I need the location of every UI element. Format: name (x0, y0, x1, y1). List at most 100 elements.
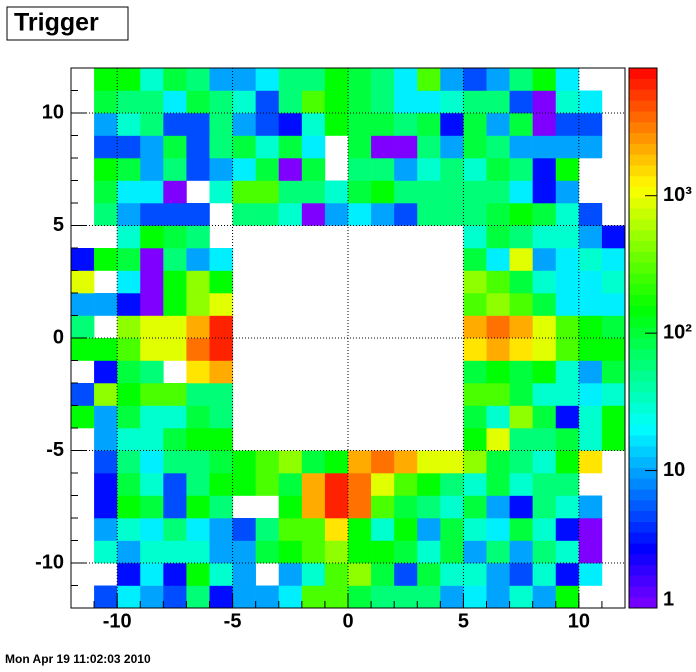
heatmap-cell (578, 248, 603, 271)
heatmap-cell (186, 450, 210, 474)
heatmap-cell (324, 563, 349, 586)
heatmap-cell (509, 473, 533, 496)
heatmap-cell (140, 495, 164, 519)
heatmap-cell (394, 518, 418, 541)
palette-band (629, 467, 657, 479)
heatmap-cell (486, 563, 510, 586)
heatmap-cell (578, 563, 603, 586)
heatmap-cell (440, 540, 464, 564)
heatmap-cell (324, 585, 349, 609)
heatmap-cell (324, 113, 349, 136)
palette-band (629, 284, 657, 296)
palette-band (629, 456, 657, 468)
heatmap-cell (532, 405, 557, 429)
heatmap-cell (601, 405, 626, 429)
heatmap-cell (94, 495, 118, 519)
heatmap-cell (94, 473, 118, 496)
heatmap-cell (486, 180, 510, 204)
heatmap-cell (186, 68, 210, 91)
palette-band (629, 89, 657, 101)
heatmap-cell (140, 203, 164, 226)
heatmap-cell (232, 68, 256, 91)
palette-band (629, 392, 657, 404)
heatmap-cell (394, 495, 418, 519)
heatmap-cell (463, 585, 487, 609)
heatmap-cell (555, 495, 580, 519)
heatmap-cell (486, 338, 510, 361)
heatmap-cell (94, 383, 118, 406)
heatmap-cell (186, 135, 210, 159)
heatmap-cell (117, 540, 141, 564)
heatmap-cell (94, 405, 118, 429)
heatmap-cell (94, 158, 118, 181)
heatmap-cell (278, 518, 303, 541)
heatmap-cell (209, 338, 233, 361)
heatmap-cell (163, 203, 187, 226)
palette-band (629, 543, 657, 555)
heatmap-cell (394, 473, 418, 496)
heatmap-cell (486, 158, 510, 181)
heatmap-cell (394, 450, 418, 474)
heatmap-cell (417, 585, 441, 609)
heatmap-cell (578, 450, 603, 474)
heatmap-cell (71, 405, 95, 429)
heatmap-cell (555, 90, 580, 114)
palette-band (629, 219, 657, 231)
heatmap-cell (324, 540, 349, 564)
heatmap-cell (117, 563, 141, 586)
heatmap-cell (232, 473, 256, 496)
heatmap-cell (463, 68, 487, 91)
heatmap-cell (278, 563, 303, 586)
heatmap-cell (463, 135, 487, 159)
heatmap-cell (278, 180, 303, 204)
heatmap-cell (486, 360, 510, 384)
palette-band (629, 122, 657, 134)
heatmap-cell (555, 518, 580, 541)
palette-band (629, 435, 657, 447)
heatmap-cell (509, 428, 533, 451)
heatmap-cell (186, 248, 210, 271)
heatmap-cell (140, 473, 164, 496)
heatmap-cell (555, 405, 580, 429)
heatmap-cell (348, 203, 372, 226)
heatmap-cell (486, 270, 510, 294)
heatmap-cell (578, 225, 603, 249)
heatmap-cell (163, 585, 187, 609)
heatmap-cell (186, 563, 210, 586)
palette-band (629, 186, 657, 198)
heatmap-cell (209, 585, 233, 609)
heatmap-cell (140, 180, 164, 204)
heatmap-cell (301, 450, 326, 474)
heatmap-cell (578, 315, 603, 339)
palette-band (629, 532, 657, 544)
heatmap-cell (348, 113, 372, 136)
heatmap-cell (601, 248, 626, 271)
heatmap-cell (117, 338, 141, 361)
heatmap-cell (186, 540, 210, 564)
x-tick-label: -10 (103, 610, 132, 632)
heatmap-cell (486, 450, 510, 474)
heatmap-cell (394, 90, 418, 114)
heatmap-cell (348, 90, 372, 114)
heatmap-cell (186, 360, 210, 384)
heatmap-cell (140, 563, 164, 586)
heatmap-cell (348, 180, 372, 204)
heatmap-cell (140, 360, 164, 384)
heatmap-cell (532, 135, 557, 159)
heatmap-cell (417, 158, 441, 181)
heatmap-cell (578, 518, 603, 541)
heatmap-cell (209, 158, 233, 181)
heatmap-cell (371, 563, 395, 586)
heatmap-cell (232, 518, 256, 541)
heatmap-cell (117, 203, 141, 226)
palette-band (629, 370, 657, 382)
z-tick-label: 1 (663, 588, 674, 610)
palette-band (629, 111, 657, 123)
heatmap-cell (140, 518, 164, 541)
heatmap-cell (417, 90, 441, 114)
heatmap-cell (117, 518, 141, 541)
palette-band (629, 294, 657, 306)
heatmap-cell (417, 473, 441, 496)
heatmap-cell (371, 180, 395, 204)
heatmap-cell (255, 540, 280, 564)
